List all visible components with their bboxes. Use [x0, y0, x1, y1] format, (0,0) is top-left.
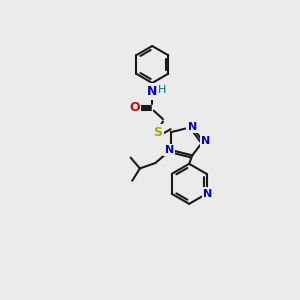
- Text: N: N: [164, 145, 174, 155]
- Text: N: N: [188, 122, 197, 132]
- Text: O: O: [129, 101, 140, 114]
- Text: N: N: [147, 85, 158, 98]
- Text: S: S: [153, 126, 162, 139]
- Text: N: N: [202, 136, 211, 146]
- Text: N: N: [203, 189, 213, 199]
- Text: H: H: [158, 85, 166, 95]
